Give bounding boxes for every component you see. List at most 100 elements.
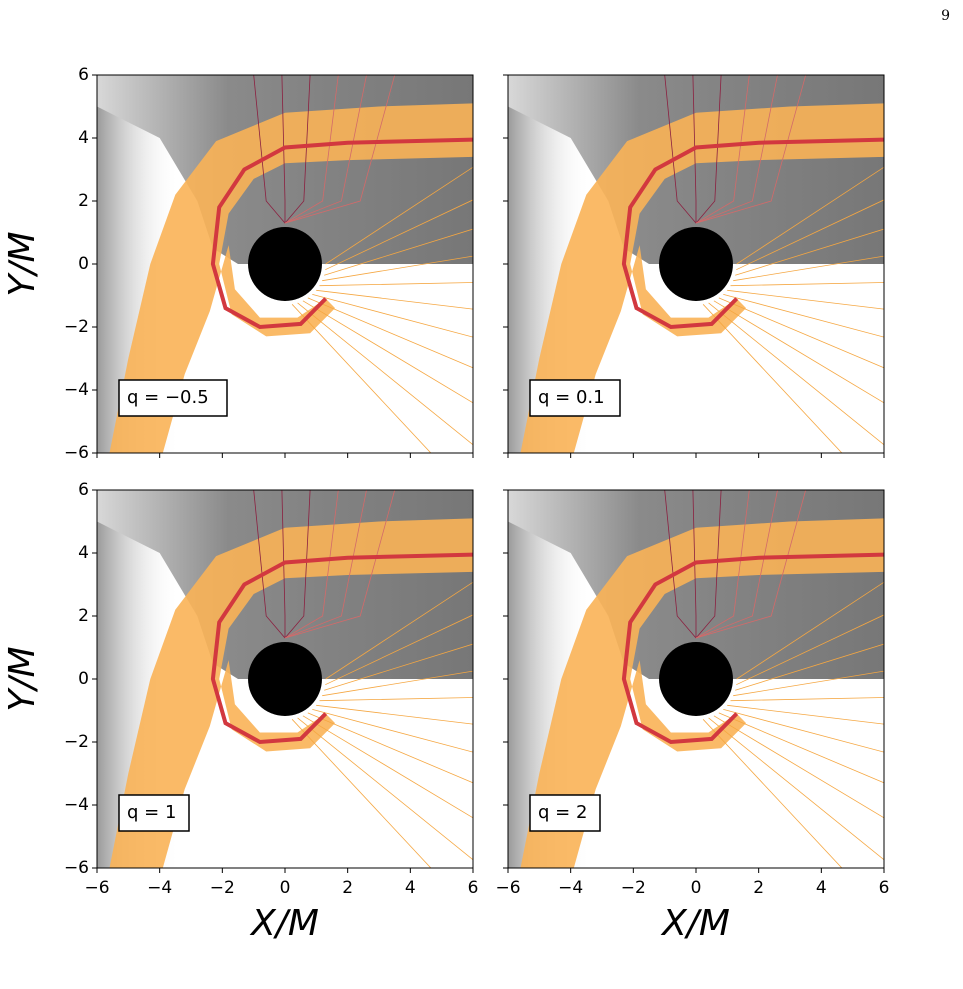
panel-label: q = 1: [127, 802, 176, 823]
ray: [695, 490, 722, 639]
x-tick-label: −4: [147, 878, 172, 898]
ray: [695, 490, 807, 639]
critical-orbit: [621, 137, 884, 330]
y-tick-label: 4: [78, 128, 89, 148]
ray: [284, 75, 367, 224]
lensing-band: [520, 103, 884, 453]
label-box: [118, 794, 190, 832]
lensing-band: [109, 103, 473, 453]
ray: [708, 717, 884, 861]
label-box: [529, 379, 621, 417]
plot-area: [508, 75, 884, 453]
x-tick-label: −2: [210, 878, 235, 898]
ray: [735, 643, 884, 691]
y-axis-label: Y/M: [2, 646, 43, 711]
ray: [312, 709, 473, 753]
ray: [695, 490, 750, 639]
ray: [702, 304, 843, 453]
y-tick-label: 6: [78, 65, 89, 85]
page-number: 9: [941, 8, 950, 24]
plot-area: [97, 75, 473, 453]
x-tick-label: −6: [84, 878, 109, 898]
y-tick-label: 0: [78, 669, 89, 689]
black-hole: [248, 642, 322, 716]
ray: [736, 166, 884, 265]
y-tick-label: 2: [78, 191, 89, 211]
ray: [253, 490, 286, 639]
ray: [316, 289, 473, 310]
ray: [312, 294, 473, 338]
y-tick-label: −4: [64, 380, 89, 400]
x-tick-label: −6: [495, 878, 520, 898]
x-tick-label: 0: [691, 878, 702, 898]
ray: [316, 704, 473, 725]
lensing-band: [520, 518, 884, 868]
ray: [291, 304, 432, 453]
x-tick-label: 6: [468, 878, 479, 898]
black-hole: [659, 227, 733, 301]
ray: [284, 75, 396, 224]
ray: [284, 75, 339, 224]
x-axis-label: X/M: [660, 903, 730, 944]
ray: [325, 581, 473, 680]
ray: [324, 643, 473, 691]
panel: q = 0.1: [503, 74, 885, 458]
ray: [695, 75, 807, 224]
ray: [718, 297, 884, 369]
ray: [723, 294, 884, 338]
x-tick-label: 4: [405, 878, 416, 898]
ray: [297, 717, 473, 861]
x-axis-label: X/M: [249, 903, 319, 944]
ray: [713, 715, 884, 819]
y-tick-label: 4: [78, 543, 89, 563]
ray: [281, 490, 286, 638]
panel: q = −0.5 −6 −4 −2 0 2 4 6: [64, 65, 474, 463]
panel-label: q = 0.1: [538, 387, 605, 408]
panel-label: q = 2: [538, 802, 587, 823]
ray: [718, 712, 884, 784]
ray: [325, 166, 473, 265]
ray: [730, 697, 884, 702]
ray: [319, 697, 473, 702]
ray: [692, 490, 697, 638]
ray: [664, 490, 697, 639]
critical-orbit: [210, 137, 473, 330]
y-tick-label: −6: [64, 858, 89, 878]
ray: [695, 75, 750, 224]
y-tick-label: −4: [64, 795, 89, 815]
x-tick-label: 6: [879, 878, 890, 898]
y-tick-label: 2: [78, 606, 89, 626]
ray: [733, 670, 884, 697]
ray: [702, 719, 843, 868]
ray: [695, 490, 778, 639]
ray: [322, 670, 473, 697]
ray: [302, 300, 473, 404]
ray: [708, 302, 884, 446]
ray: [723, 709, 884, 753]
ray: [664, 75, 697, 224]
x-tick-label: 0: [280, 878, 291, 898]
ray: [736, 614, 884, 686]
ray: [695, 75, 722, 224]
critical-orbit: [621, 552, 884, 745]
y-tick-label: −6: [64, 443, 89, 463]
x-tick-label: 2: [342, 878, 353, 898]
plot-area: [508, 490, 884, 868]
ray: [284, 75, 311, 224]
ray: [284, 490, 396, 639]
ray: [319, 282, 473, 287]
ray: [733, 255, 884, 282]
ray: [284, 490, 311, 639]
y-tick-label: −2: [64, 732, 89, 752]
ray: [325, 614, 473, 686]
y-tick-label: −2: [64, 317, 89, 337]
panel: q = 2 −6 −4 −2 0 2 4 6: [495, 489, 890, 898]
ray: [253, 75, 286, 224]
y-axis-label: Y/M: [2, 231, 43, 296]
black-hole: [248, 227, 322, 301]
ray: [281, 75, 286, 224]
ray: [736, 581, 884, 680]
ray: [284, 490, 367, 639]
ray: [322, 255, 473, 282]
